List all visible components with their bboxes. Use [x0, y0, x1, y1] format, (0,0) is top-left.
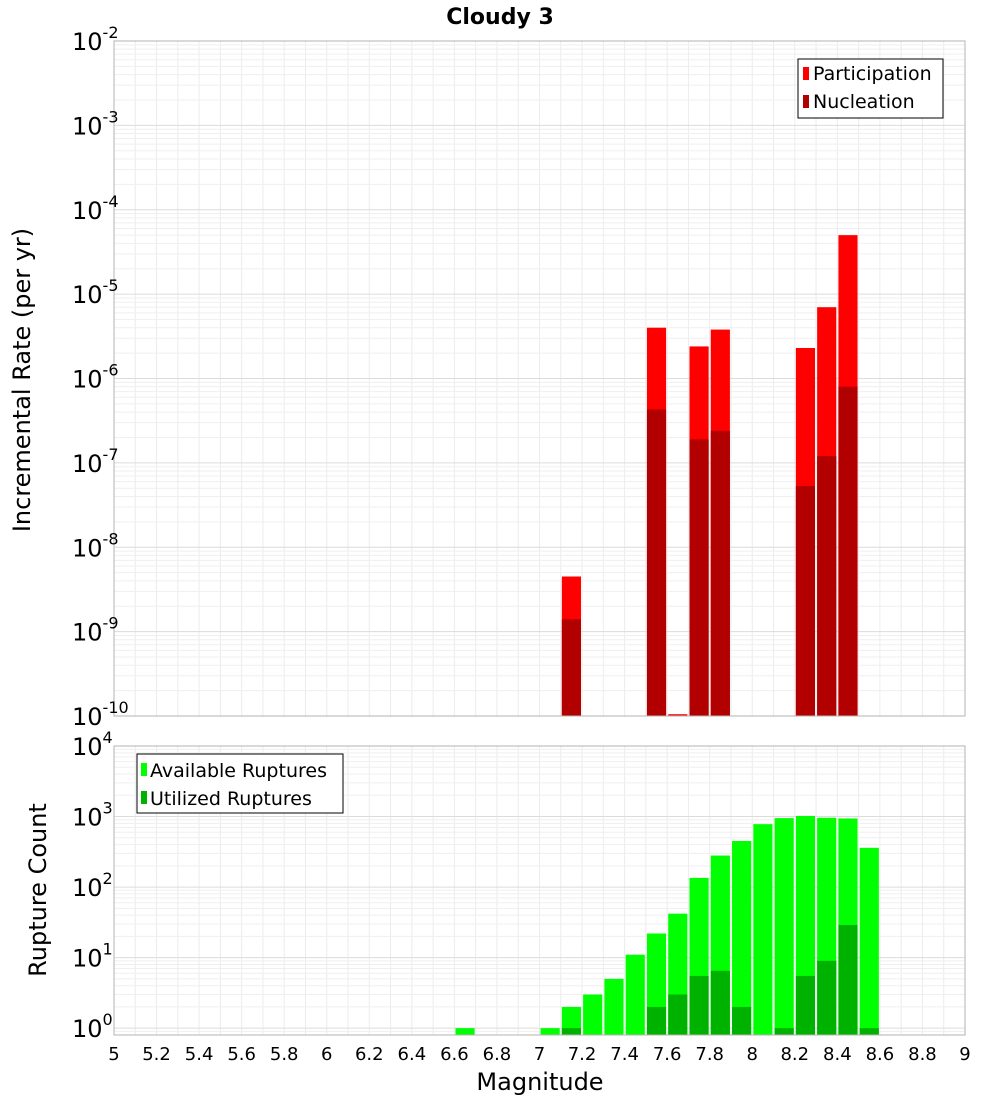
x-tick-label: 6.6: [440, 1044, 469, 1065]
y-tick-label: 104: [72, 728, 113, 761]
top-panel: 10-10 10-9 10-8 10-7 10-6 10-5 10-4 10-3 10-2 In…: [8, 23, 966, 731]
bottom-y-axis-label: Rupture Count: [24, 803, 52, 977]
bar-utilized-ruptures: [732, 1006, 752, 1035]
x-axis: 5 5.2 5.4 5.6 5.8 6 6.2 6.4 6.6 6.8 7 7.2 7.4 7.6 7.8 8…: [108, 1044, 970, 1065]
x-tick-label: 7.4: [610, 1044, 639, 1065]
bar-nucleation: [561, 619, 581, 716]
bar-available-ruptures: [561, 1006, 581, 1035]
x-tick-label: 8.6: [866, 1044, 895, 1065]
top-y-axis-label: Incremental Rate (per yr): [8, 228, 36, 532]
bottom-y-axis: 100 101 102 103 104: [72, 728, 113, 1043]
y-tick-label: 10-7: [72, 445, 119, 478]
y-tick-label: 102: [72, 869, 113, 902]
y-tick-label: 10-2: [72, 23, 119, 56]
bar-available-ruptures: [625, 954, 645, 1035]
x-axis-label: Magnitude: [476, 1068, 603, 1096]
x-tick-label: 7: [534, 1044, 545, 1065]
x-tick-label: 5.4: [185, 1044, 214, 1065]
x-tick-label: 7.6: [653, 1044, 682, 1065]
y-tick-label: 10-6: [72, 361, 119, 394]
x-tick-label: 7.2: [568, 1044, 597, 1065]
bar-available-ruptures: [753, 824, 773, 1035]
bar-utilized-ruptures: [838, 925, 858, 1035]
top-plot-frame: [113, 40, 966, 717]
bar-available-ruptures: [732, 841, 752, 1035]
x-tick-label: 9: [959, 1044, 970, 1065]
bottom-panel: 100 101 102 103 104 5 5.2 5.4 5.6 5.8 6 6.2 6.4 6.6 6…: [24, 728, 971, 1096]
bar-utilized-ruptures: [561, 1028, 581, 1035]
legend-swatch-participation: [803, 67, 809, 80]
bar-nucleation: [710, 430, 730, 716]
legend-swatch-utilized: [141, 791, 147, 804]
y-tick-label: 10-9: [72, 614, 119, 647]
x-tick-label: 5.6: [227, 1044, 256, 1065]
bar-nucleation: [689, 439, 709, 716]
bar-participation: [668, 714, 688, 716]
bar-utilized-ruptures: [774, 1028, 794, 1035]
bar-nucleation: [646, 409, 667, 716]
bottom-legend: Available Ruptures Utilized Ruptures: [136, 753, 344, 814]
bar-utilized-ruptures: [668, 994, 688, 1035]
legend-swatch-available: [141, 763, 147, 776]
bar-utilized-ruptures: [817, 960, 837, 1035]
bar-nucleation: [838, 386, 858, 716]
y-tick-label: 10-5: [72, 276, 119, 309]
y-tick-label: 10-8: [72, 529, 119, 562]
y-tick-label: 10-10: [72, 698, 129, 731]
legend-swatch-nucleation: [803, 95, 809, 108]
chart-title: Cloudy 3: [446, 5, 554, 30]
x-tick-label: 6.2: [355, 1044, 384, 1065]
bottom-plot-frame: [113, 745, 966, 1036]
bar-utilized-ruptures: [710, 970, 730, 1035]
bar-available-ruptures: [540, 1028, 560, 1035]
bar-available-ruptures: [583, 994, 603, 1035]
x-tick-label: 8.8: [908, 1044, 937, 1065]
legend-label-available: Available Ruptures: [150, 760, 327, 782]
top-y-axis: 10-10 10-9 10-8 10-7 10-6 10-5 10-4 10-3 10-2: [72, 23, 129, 731]
x-tick-label: 8.4: [823, 1044, 852, 1065]
bar-nucleation: [795, 486, 816, 716]
bar-utilized-ruptures: [689, 975, 709, 1035]
bar-utilized-ruptures: [859, 1028, 879, 1035]
bar-available-ruptures: [859, 847, 879, 1035]
x-tick-label: 6: [321, 1044, 332, 1065]
legend-label-utilized: Utilized Ruptures: [150, 788, 312, 810]
bar-available-ruptures: [774, 818, 794, 1035]
x-tick-label: 8.2: [780, 1044, 809, 1065]
top-bars: [561, 235, 858, 716]
bar-utilized-ruptures: [646, 1006, 667, 1035]
x-tick-label: 8: [747, 1044, 758, 1065]
x-tick-label: 5.8: [270, 1044, 299, 1065]
x-tick-label: 7.8: [695, 1044, 724, 1065]
legend-label-participation: Participation: [813, 63, 932, 85]
bottom-legend-box: [136, 753, 344, 814]
legend-label-nucleation: Nucleation: [813, 91, 915, 113]
top-legend-box: [797, 58, 944, 119]
top-grid: [113, 41, 966, 717]
y-tick-label: 101: [72, 940, 113, 973]
x-tick-label: 6.4: [398, 1044, 427, 1065]
bottom-bars: [455, 815, 879, 1035]
y-tick-label: 100: [72, 1010, 113, 1043]
bar-available-ruptures: [455, 1028, 475, 1035]
top-legend: Participation Nucleation: [797, 58, 944, 119]
y-tick-label: 10-3: [72, 107, 119, 140]
bar-nucleation: [817, 456, 837, 716]
bar-utilized-ruptures: [795, 975, 816, 1035]
x-tick-label: 5.2: [142, 1044, 171, 1065]
bar-available-ruptures: [604, 978, 624, 1035]
x-tick-label: 5: [108, 1044, 119, 1065]
y-tick-label: 103: [72, 799, 113, 832]
x-tick-label: 6.8: [483, 1044, 512, 1065]
y-tick-label: 10-4: [72, 192, 119, 225]
